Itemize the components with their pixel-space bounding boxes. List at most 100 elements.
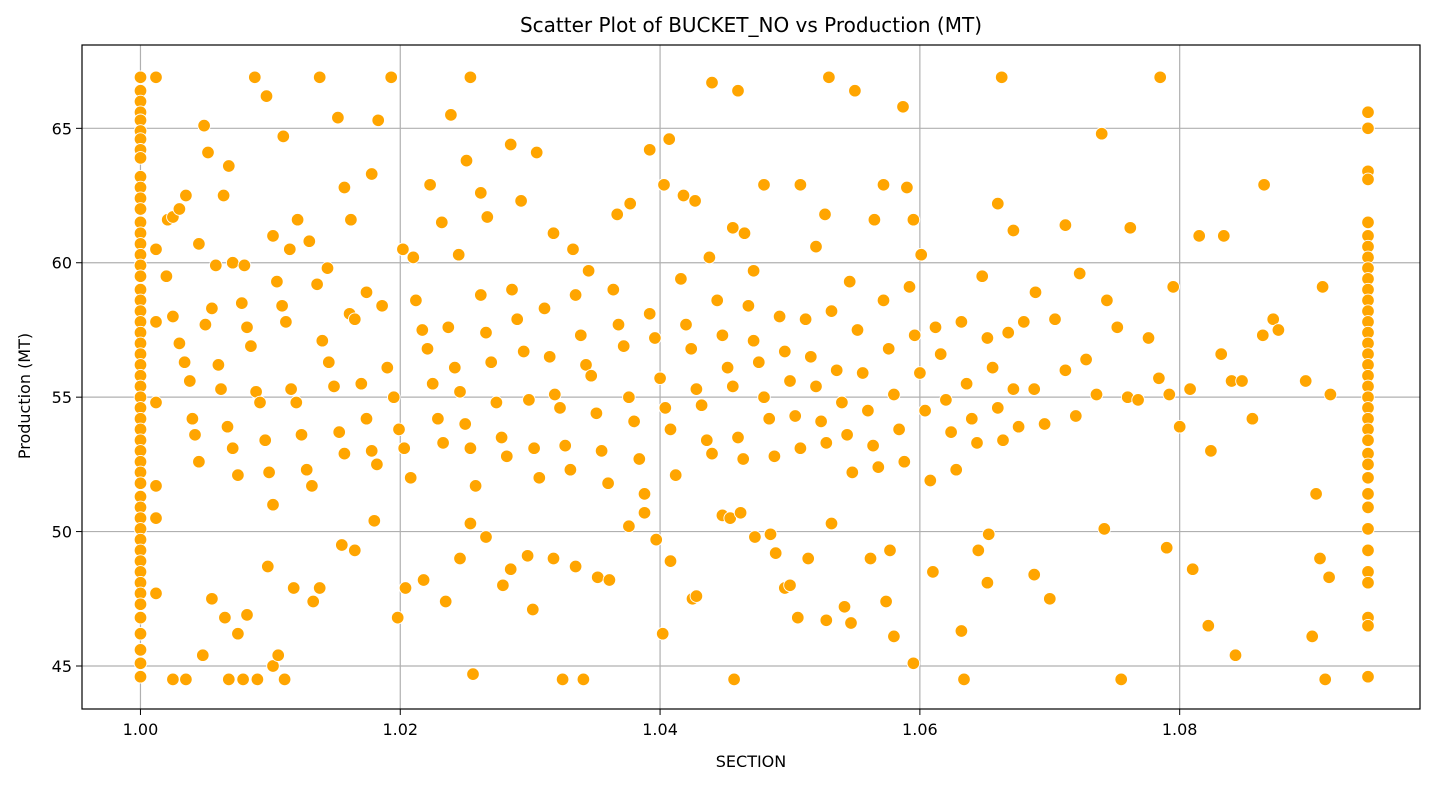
- grid: [82, 45, 1420, 709]
- data-point: [133, 656, 148, 671]
- data-points: [133, 70, 1375, 687]
- data-point: [791, 610, 805, 625]
- data-point: [494, 430, 509, 445]
- data-point: [398, 581, 413, 595]
- data-point: [364, 167, 379, 181]
- data-point: [474, 186, 488, 200]
- data-point: [705, 446, 719, 461]
- data-point: [757, 390, 771, 404]
- data-point: [390, 610, 405, 625]
- data-point: [284, 382, 298, 396]
- data-point: [516, 344, 531, 359]
- data-point: [1123, 221, 1138, 235]
- data-point: [315, 333, 330, 348]
- data-point: [392, 422, 406, 437]
- data-point: [266, 229, 280, 243]
- data-point: [980, 575, 995, 590]
- data-point: [623, 196, 637, 211]
- data-point: [1361, 500, 1375, 515]
- data-point: [276, 129, 291, 144]
- data-point: [1069, 409, 1083, 423]
- data-point: [642, 143, 657, 157]
- data-point: [133, 597, 148, 611]
- x-tick-label: 1.08: [1162, 720, 1198, 739]
- data-point: [991, 196, 1005, 211]
- data-point: [332, 425, 346, 439]
- y-tick-label: 60: [52, 254, 72, 273]
- data-point: [235, 296, 249, 310]
- data-point: [359, 411, 374, 426]
- data-point: [980, 331, 995, 345]
- data-point: [367, 514, 382, 528]
- data-point: [637, 506, 652, 520]
- data-point: [149, 242, 163, 257]
- data-point: [211, 358, 226, 372]
- data-point: [1058, 363, 1073, 378]
- data-point: [876, 178, 891, 192]
- data-point: [396, 242, 410, 257]
- data-point: [814, 414, 828, 429]
- data-point: [632, 452, 647, 466]
- data-point: [731, 430, 745, 445]
- data-point: [1361, 543, 1375, 558]
- data-point: [133, 626, 148, 641]
- data-point: [1172, 419, 1187, 434]
- data-point: [532, 471, 547, 485]
- data-point: [867, 212, 882, 227]
- data-point: [1114, 672, 1128, 687]
- data-point: [261, 559, 275, 574]
- data-point: [848, 83, 862, 98]
- data-point: [431, 411, 445, 426]
- data-point: [248, 70, 262, 85]
- data-point: [546, 551, 561, 566]
- data-point: [468, 479, 483, 493]
- data-point: [279, 315, 293, 329]
- data-point: [658, 401, 673, 415]
- data-point: [918, 403, 932, 418]
- data-point: [370, 457, 384, 472]
- data-point: [1011, 419, 1026, 434]
- data-point: [1058, 218, 1073, 232]
- data-point: [529, 145, 544, 160]
- data-point: [954, 624, 969, 638]
- data-point: [503, 137, 518, 152]
- data-point: [788, 409, 802, 423]
- data-point: [510, 312, 524, 326]
- data-point: [380, 360, 395, 375]
- data-point: [1235, 374, 1249, 388]
- data-point: [896, 100, 910, 114]
- data-point: [1318, 672, 1332, 687]
- data-point: [172, 336, 187, 351]
- data-point: [1361, 669, 1375, 684]
- data-point: [1201, 618, 1216, 633]
- data-point: [344, 212, 358, 227]
- data-point: [842, 274, 857, 289]
- data-point: [409, 293, 423, 308]
- data-point: [1309, 487, 1323, 501]
- data-point: [1089, 387, 1104, 402]
- data-point: [489, 395, 504, 410]
- data-point: [444, 108, 458, 122]
- data-point: [568, 559, 583, 574]
- data-point: [403, 471, 418, 485]
- data-point: [406, 250, 421, 265]
- data-point: [1017, 315, 1031, 329]
- data-point: [310, 277, 324, 292]
- data-point: [458, 417, 472, 431]
- data-point: [466, 667, 480, 681]
- data-point: [933, 347, 948, 361]
- data-point: [710, 293, 724, 308]
- data-point: [179, 188, 193, 203]
- data-point: [166, 309, 180, 324]
- data-point: [1072, 266, 1087, 281]
- data-point: [277, 672, 292, 687]
- data-point: [149, 479, 163, 493]
- data-point: [1185, 562, 1200, 576]
- data-point: [584, 368, 598, 383]
- data-point: [589, 406, 604, 421]
- data-point: [201, 145, 215, 160]
- data-point: [1315, 280, 1330, 294]
- data-point: [463, 516, 478, 531]
- data-point: [188, 428, 202, 442]
- data-point: [197, 118, 211, 133]
